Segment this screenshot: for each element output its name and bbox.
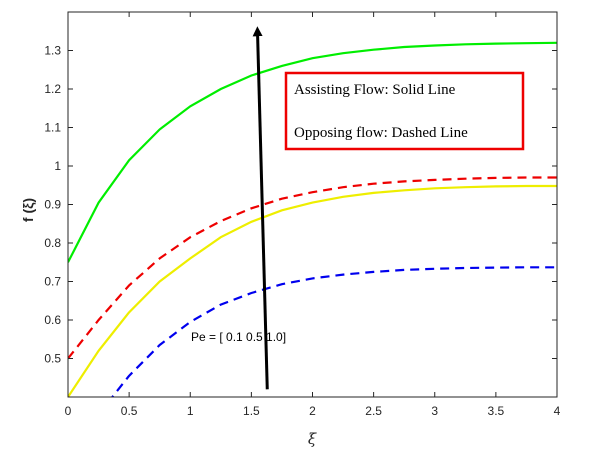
series-line-2 bbox=[68, 176, 557, 360]
y-tick-label: 0.5 bbox=[44, 352, 61, 366]
x-tick-label: 3 bbox=[431, 404, 438, 418]
x-tick-label: 1 bbox=[187, 404, 194, 418]
series-line-4 bbox=[110, 266, 557, 397]
series-line-3 bbox=[68, 184, 557, 397]
y-tick-label: 1.1 bbox=[44, 121, 61, 135]
x-tick-label: 2.5 bbox=[365, 404, 382, 418]
pe-arrow bbox=[252, 26, 269, 390]
pe-label: Pe = [ 0.1 0.5 1.0] bbox=[191, 330, 286, 344]
x-axis-label: ξ bbox=[308, 430, 317, 448]
y-tick-label: 0.6 bbox=[44, 313, 61, 327]
series-layer bbox=[68, 41, 557, 397]
x-tick-label: 3.5 bbox=[488, 404, 505, 418]
legend-annotation-box: Assisting Flow: Solid Line Opposing flow… bbox=[284, 71, 525, 151]
y-tick-label: 0.8 bbox=[44, 236, 61, 250]
series-line-1 bbox=[68, 41, 557, 263]
y-tick-label: 0.7 bbox=[44, 275, 61, 289]
legend-line-assisting: Assisting Flow: Solid Line bbox=[294, 82, 456, 98]
y-tick-label: 1 bbox=[54, 159, 61, 173]
x-tick-label: 0.5 bbox=[121, 404, 138, 418]
plot-area bbox=[68, 12, 557, 397]
x-tick-label: 1.5 bbox=[243, 404, 260, 418]
legend-line-opposing: Opposing flow: Dashed Line bbox=[294, 125, 468, 141]
ticks-layer: 0 0.5 1 1.5 2 2.5 3 3.5 4 0.5 0.6 0.7 0.8 0.9 1 1.1 1.2 1… bbox=[44, 12, 561, 418]
y-axis-label: f (ξ) bbox=[20, 198, 36, 222]
x-tick-label: 2 bbox=[309, 404, 316, 418]
y-tick-label: 0.9 bbox=[44, 198, 61, 212]
y-tick-label: 1.2 bbox=[44, 82, 61, 96]
x-tick-label: 0 bbox=[65, 404, 72, 418]
y-tick-label: 1.3 bbox=[44, 44, 61, 58]
x-tick-label: 4 bbox=[554, 404, 561, 418]
legend-box-border bbox=[284, 71, 525, 151]
